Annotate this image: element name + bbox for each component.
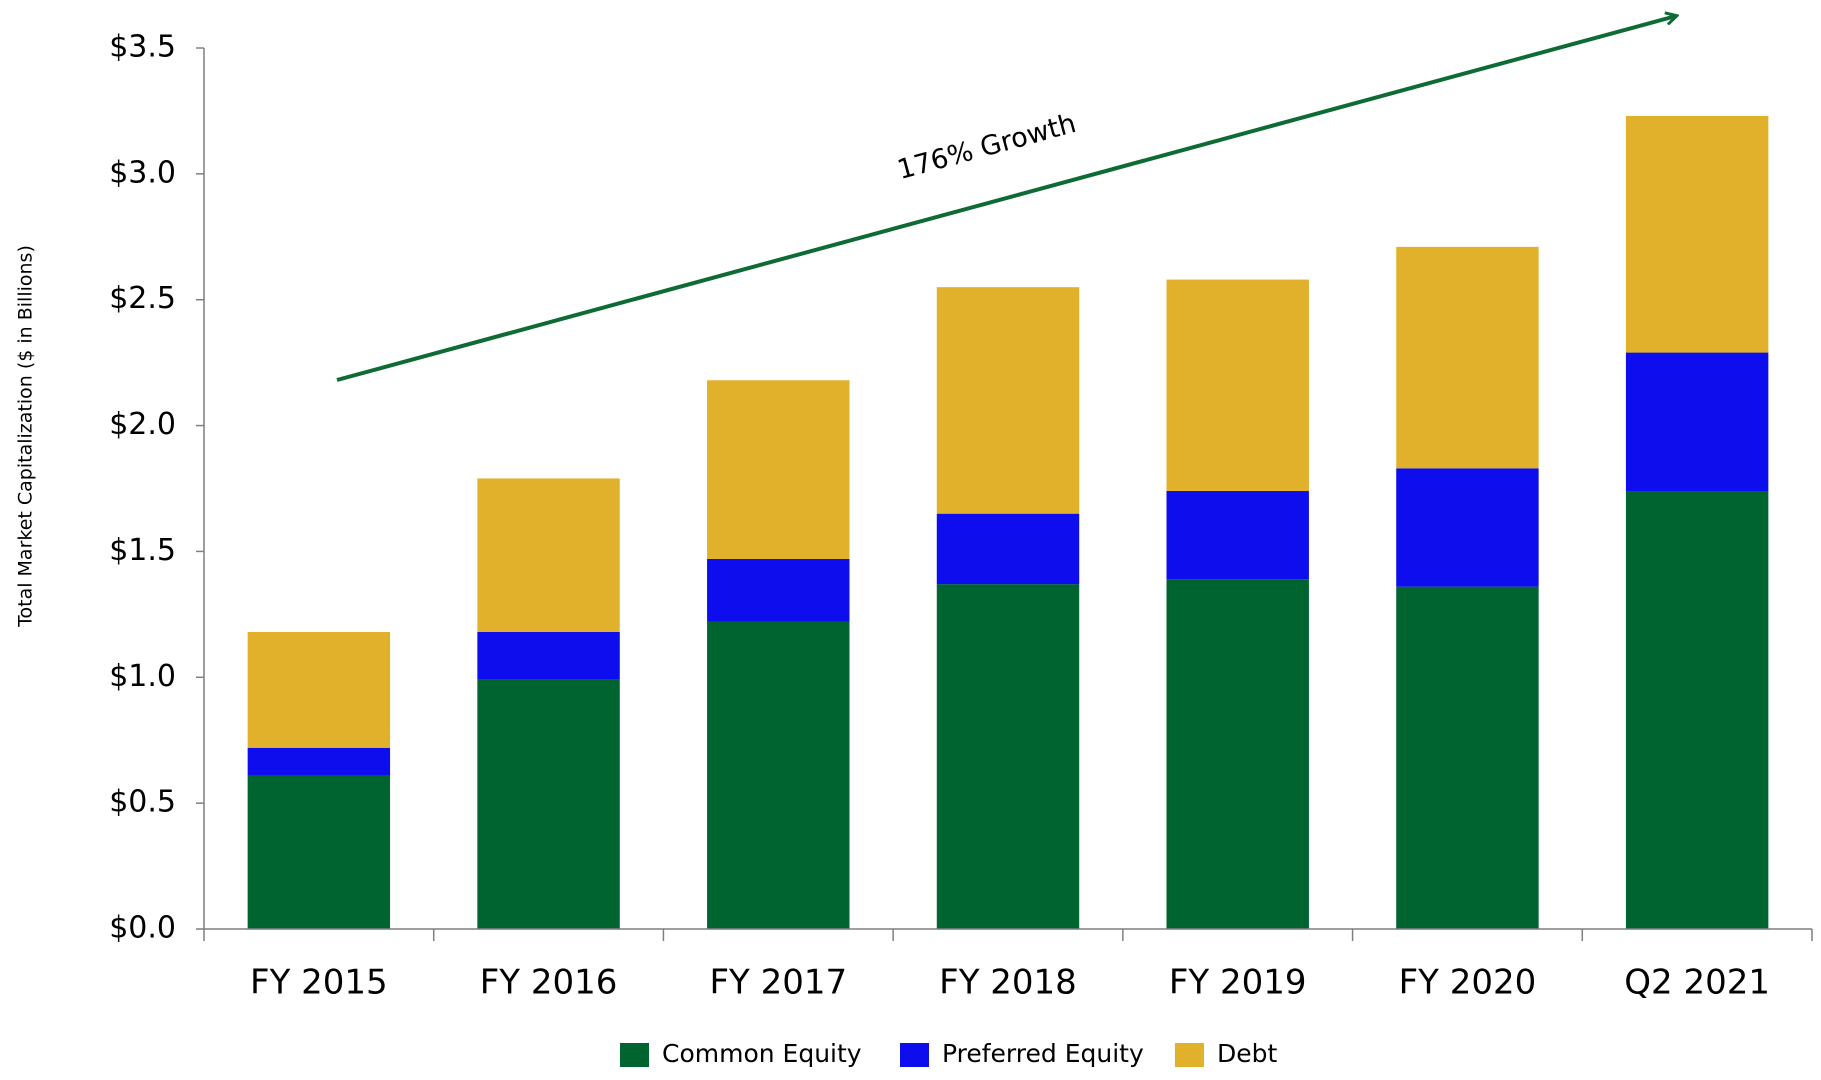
y-tick-label: $2.0 [109, 407, 176, 442]
y-tick-label: $0.0 [109, 911, 176, 946]
bar-segment [1166, 579, 1309, 929]
legend-swatch [1175, 1043, 1204, 1067]
y-axis-label: Total Market Capitalization ($ in Billio… [15, 245, 37, 628]
bar-segment [477, 478, 620, 632]
bar-segment [707, 558, 850, 622]
y-tick-label: $0.5 [109, 785, 176, 820]
y-tick-label: $2.5 [109, 281, 176, 316]
x-tick-label: FY 2016 [480, 963, 618, 1003]
bar-segment [477, 631, 620, 680]
bar-segment [936, 287, 1080, 514]
bar-segment [1166, 491, 1309, 580]
y-tick-label: $3.5 [109, 30, 176, 65]
y-tick-label: $1.0 [109, 659, 176, 694]
legend-label: Preferred Equity [942, 1039, 1144, 1068]
x-tick-label: Q2 2021 [1624, 963, 1770, 1003]
bar-segment [247, 631, 391, 748]
x-tick-label: FY 2019 [1169, 963, 1307, 1003]
y-tick-label: $3.0 [109, 155, 176, 190]
bar-segment [936, 513, 1080, 585]
legend-swatch [620, 1043, 649, 1067]
growth-arrow [336, 16, 1676, 382]
legend-label: Common Equity [662, 1039, 862, 1068]
bar-segment [1396, 586, 1539, 929]
bar-segment [247, 747, 391, 776]
bar-segment [247, 775, 391, 929]
x-tick-label: FY 2017 [709, 963, 847, 1003]
x-tick-label: FY 2015 [250, 963, 388, 1003]
bar-segment [1625, 352, 1769, 492]
legend-swatch [900, 1043, 929, 1067]
bar-segment [1396, 468, 1539, 587]
bar-segment [1166, 279, 1309, 492]
bar-segment [707, 380, 850, 559]
bar-segment [1625, 115, 1769, 353]
legend-label: Debt [1217, 1039, 1278, 1068]
bar-segment [707, 621, 850, 929]
y-tick-label: $1.5 [109, 533, 176, 568]
x-tick-label: FY 2018 [939, 963, 1077, 1003]
x-tick-label: FY 2020 [1399, 963, 1537, 1003]
bar-segment [1396, 246, 1539, 469]
annotation: 176% Growth [894, 108, 1079, 186]
bar-segment [936, 584, 1080, 929]
bar-segment [477, 679, 620, 929]
bar-segment [1625, 491, 1769, 929]
